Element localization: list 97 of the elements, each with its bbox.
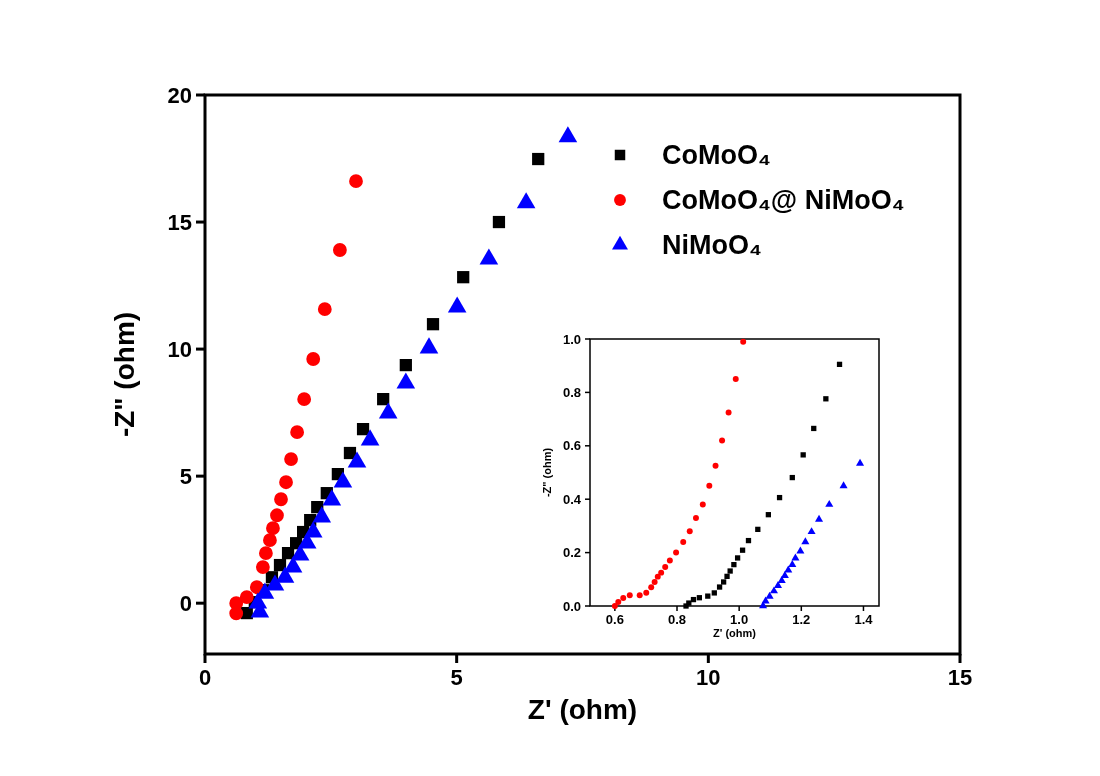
point	[777, 575, 786, 583]
point	[666, 557, 673, 564]
point	[332, 243, 347, 257]
point	[815, 514, 824, 522]
y-tick-label: 20	[167, 82, 192, 108]
point	[626, 592, 633, 599]
point	[784, 565, 793, 573]
point	[706, 482, 713, 489]
point	[662, 564, 669, 570]
point	[457, 271, 470, 284]
y-tick-label: 15	[167, 209, 192, 235]
point	[705, 593, 711, 599]
x-tick-label: 5	[450, 665, 463, 690]
point	[800, 452, 806, 458]
point	[732, 376, 739, 383]
point	[856, 458, 865, 466]
x-tick-label: 0.8	[667, 612, 687, 627]
point	[711, 590, 717, 596]
point	[426, 318, 440, 331]
point	[686, 600, 692, 606]
point	[399, 358, 412, 372]
point	[532, 152, 545, 166]
point	[648, 584, 655, 591]
y-tick-label: 5	[179, 463, 192, 489]
point	[651, 578, 658, 585]
point	[791, 553, 800, 561]
point	[839, 481, 848, 489]
x-tick-label: 1.2	[792, 612, 811, 627]
point	[720, 579, 727, 585]
point	[823, 396, 829, 402]
point	[712, 462, 719, 469]
point	[492, 215, 506, 229]
y-axis-title: -Z" (ohm)	[540, 447, 553, 498]
point	[258, 546, 273, 561]
legend-label: NiMoO₄	[662, 230, 762, 261]
point	[673, 549, 680, 556]
point	[761, 596, 770, 604]
x-tick-label: 1.0	[730, 612, 749, 627]
y-tick-label: 1.0	[562, 331, 581, 347]
point	[284, 452, 298, 467]
point	[615, 599, 622, 605]
point	[654, 573, 661, 580]
point	[724, 573, 730, 580]
point	[734, 555, 741, 561]
point	[680, 538, 687, 545]
point	[349, 174, 363, 189]
point	[801, 537, 810, 545]
y-tick-label: 10	[167, 336, 192, 362]
y-tick-label: 0.4	[562, 491, 582, 507]
y-axis-title: -Z" (ohm)	[108, 311, 140, 438]
point	[620, 595, 627, 601]
x-tick-label: 15	[947, 665, 973, 690]
x-tick-label: 1.4	[854, 612, 874, 627]
point	[317, 302, 332, 317]
legend-label: CoMoO₄@ NiMoO₄	[662, 185, 905, 216]
point	[765, 591, 774, 599]
point	[255, 560, 270, 574]
point	[719, 437, 726, 444]
legend-label: CoMoO₄	[662, 140, 771, 171]
point	[263, 533, 277, 548]
point	[788, 559, 797, 567]
point	[229, 596, 244, 611]
y-tick-label: 0.8	[562, 384, 581, 400]
point	[692, 514, 699, 521]
x-axis-title: Z' (ohm)	[713, 627, 757, 640]
point	[686, 528, 693, 535]
point	[274, 492, 288, 507]
point	[807, 527, 816, 535]
point	[290, 425, 305, 440]
point	[731, 561, 737, 568]
point	[796, 546, 805, 554]
point	[725, 409, 732, 416]
point	[740, 338, 747, 345]
point	[306, 352, 321, 366]
point	[825, 499, 834, 507]
point	[780, 570, 789, 578]
point	[297, 392, 312, 407]
x-tick-label: 0.6	[605, 612, 624, 627]
point	[377, 393, 390, 406]
x-tick-label: 0	[198, 665, 212, 690]
y-tick-label: 0.0	[562, 598, 581, 614]
y-tick-label: 0.2	[562, 545, 581, 561]
point	[643, 589, 650, 596]
point	[773, 581, 783, 589]
x-axis-title: Z' (ohm)	[527, 693, 638, 725]
point	[727, 568, 733, 574]
point	[239, 590, 254, 604]
point	[658, 569, 665, 576]
x-tick-label: 10	[696, 665, 721, 690]
point	[266, 521, 280, 536]
point	[699, 501, 706, 508]
point	[356, 423, 370, 436]
point	[716, 584, 723, 590]
point	[279, 475, 293, 490]
y-tick-label: 0.6	[562, 438, 581, 454]
point	[636, 592, 643, 599]
point	[270, 508, 284, 523]
